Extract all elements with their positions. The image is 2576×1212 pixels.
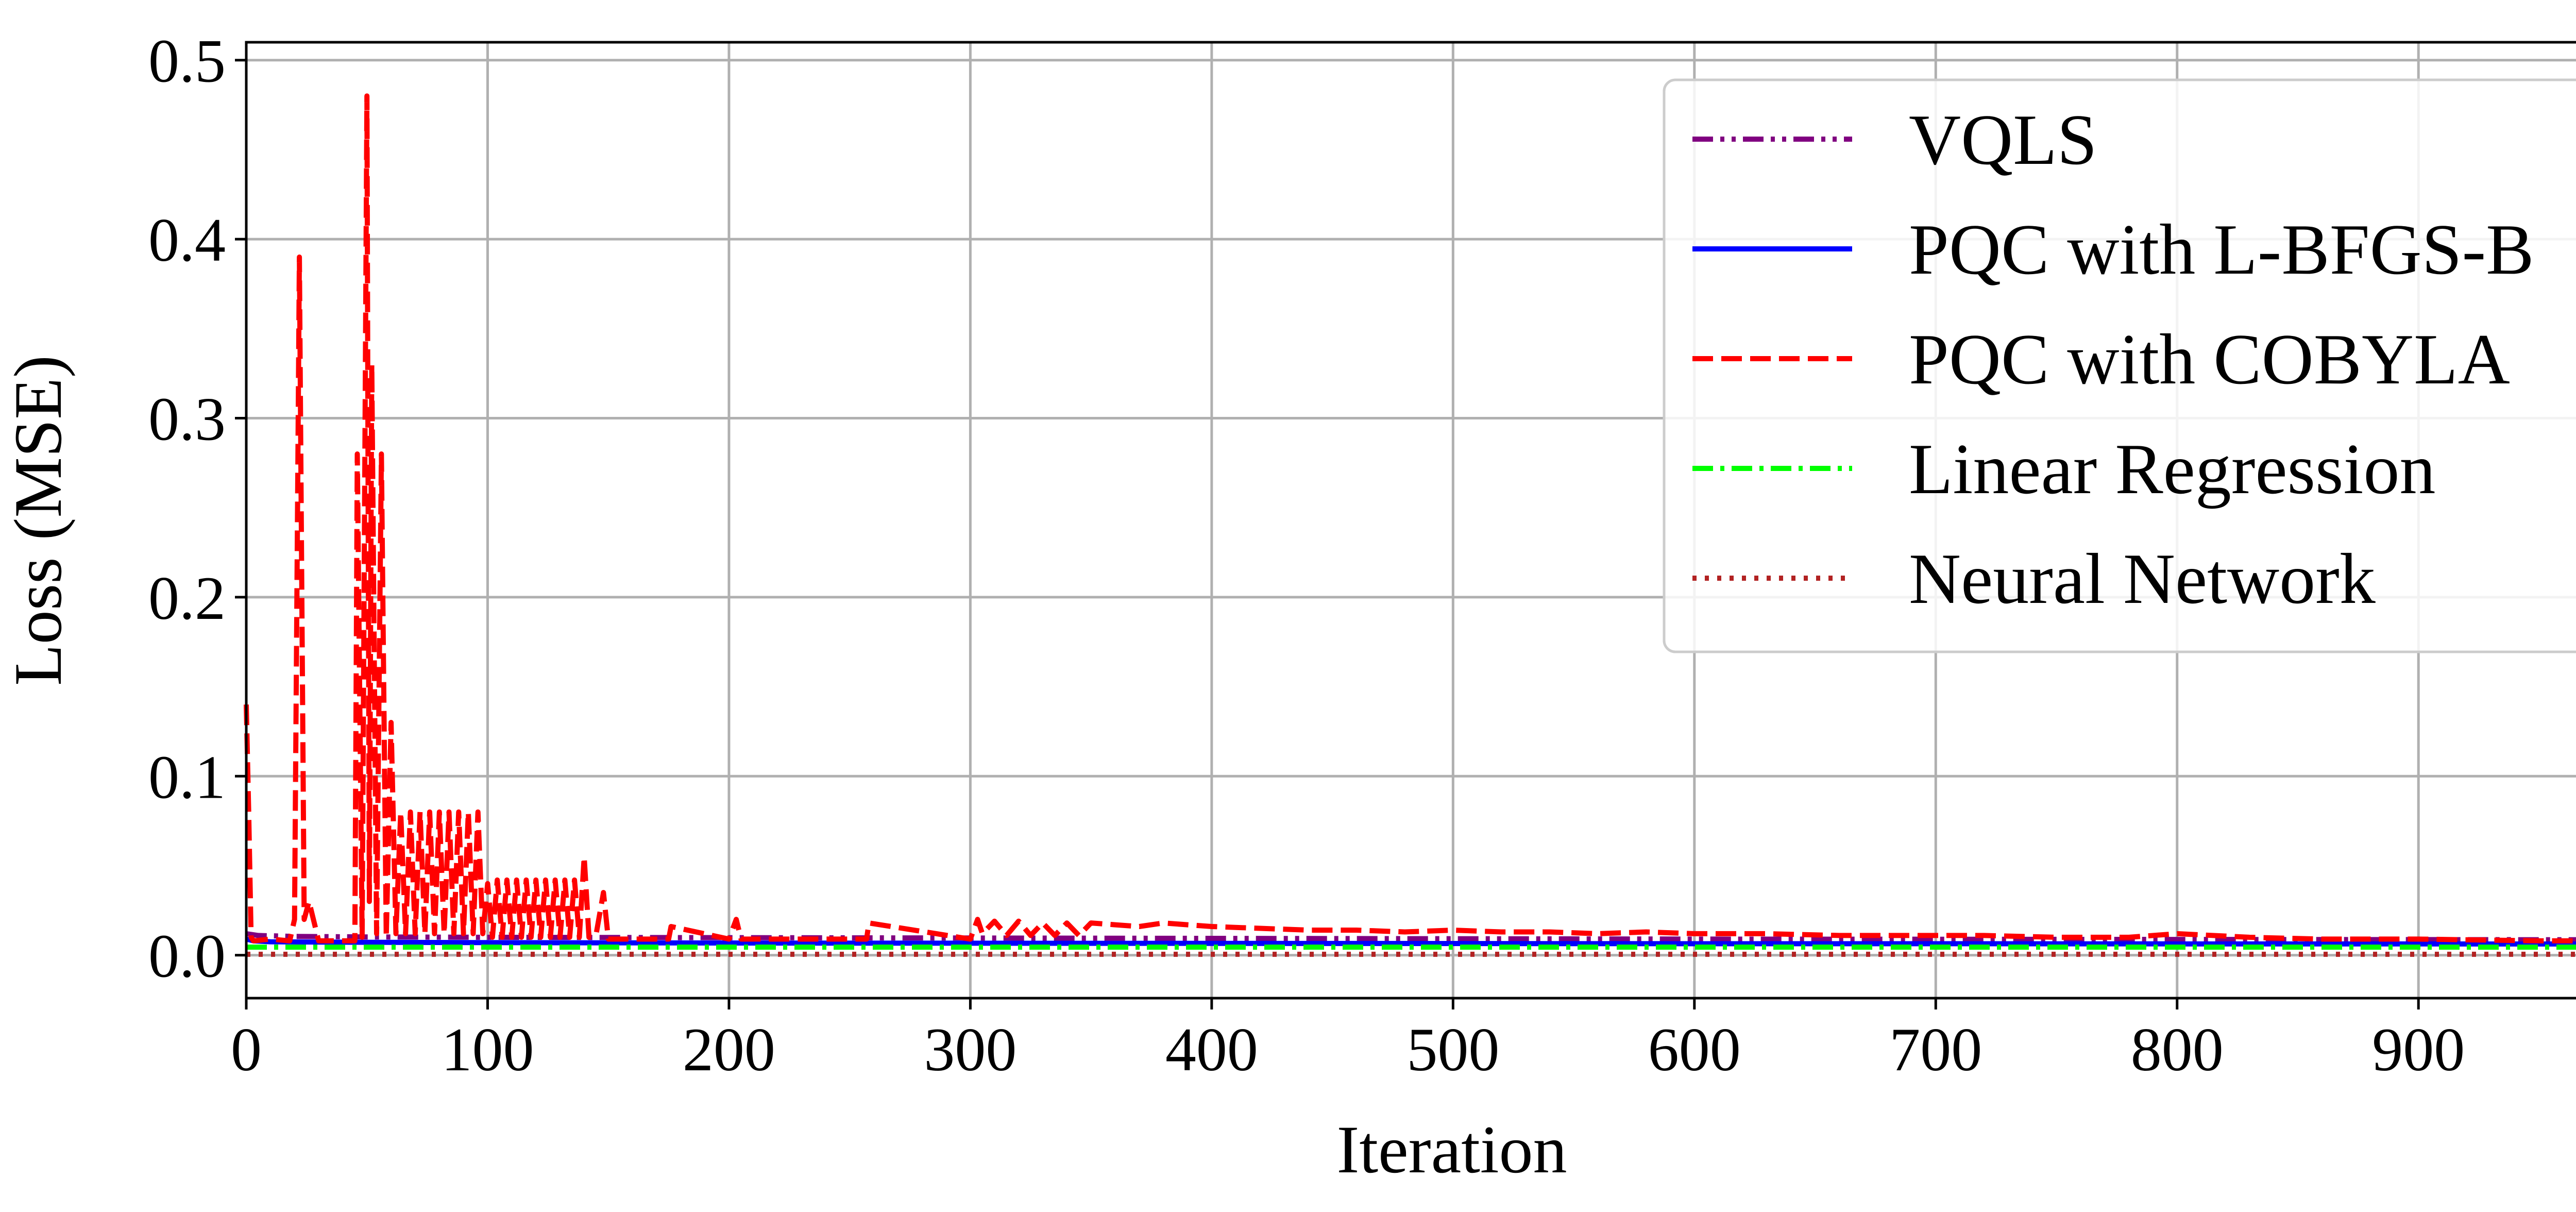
legend-label: PQC with L-BFGS-B (1909, 210, 2534, 290)
legend-label: Linear Regression (1909, 429, 2435, 509)
y-tick-label: 0.3 (148, 384, 226, 453)
x-tick-label: 200 (683, 1015, 775, 1084)
x-axis-ticks: 0 100 200 300 400 500 600 700 800 900 (231, 998, 2465, 1084)
legend-entry: Linear Regression (1692, 429, 2435, 509)
y-tick-label: 0.5 (148, 27, 226, 95)
x-tick-label: 0 (231, 1015, 262, 1084)
y-axis-ticks: 0.0 0.1 0.2 0.3 0.4 0.5 (148, 27, 246, 990)
y-tick-label: 0.4 (148, 206, 226, 274)
legend-entries: VQLS PQC with L-BFGS-B PQC with COBYLA Line… (1692, 100, 2534, 619)
y-tick-label: 0.1 (148, 743, 226, 811)
legend-label: PQC with COBYLA (1909, 319, 2510, 399)
y-tick-label: 0.2 (148, 564, 226, 632)
x-tick-label: 400 (1165, 1015, 1258, 1084)
legend: VQLS PQC with L-BFGS-B PQC with COBYLA Line… (1663, 78, 2576, 653)
legend-entry: PQC with L-BFGS-B (1692, 210, 2534, 290)
legend-box (1663, 78, 2576, 653)
x-tick-label: 500 (1406, 1015, 1499, 1084)
legend-entry: VQLS (1692, 100, 2097, 180)
legend-entry: PQC with COBYLA (1692, 319, 2510, 399)
y-axis-title: Loss (MSE) (0, 355, 76, 686)
x-tick-label: 800 (2131, 1015, 2224, 1084)
legend-label: VQLS (1909, 100, 2097, 180)
series-lines (244, 93, 2576, 957)
series-line-pqc-with-cobyla (244, 93, 2576, 944)
y-tick-label: 0.0 (148, 922, 226, 990)
x-tick-label: 100 (441, 1015, 534, 1084)
legend-entry: Neural Network (1692, 539, 2376, 619)
x-tick-label: 300 (924, 1015, 1016, 1084)
x-tick-label: 700 (1889, 1015, 1982, 1084)
x-tick-label: 900 (2372, 1015, 2465, 1084)
series-line-vqls (246, 931, 2576, 942)
x-tick-label: 600 (1648, 1015, 1741, 1084)
x-axis-title: Iteration (1336, 1112, 1567, 1187)
legend-label: Neural Network (1909, 539, 2376, 619)
